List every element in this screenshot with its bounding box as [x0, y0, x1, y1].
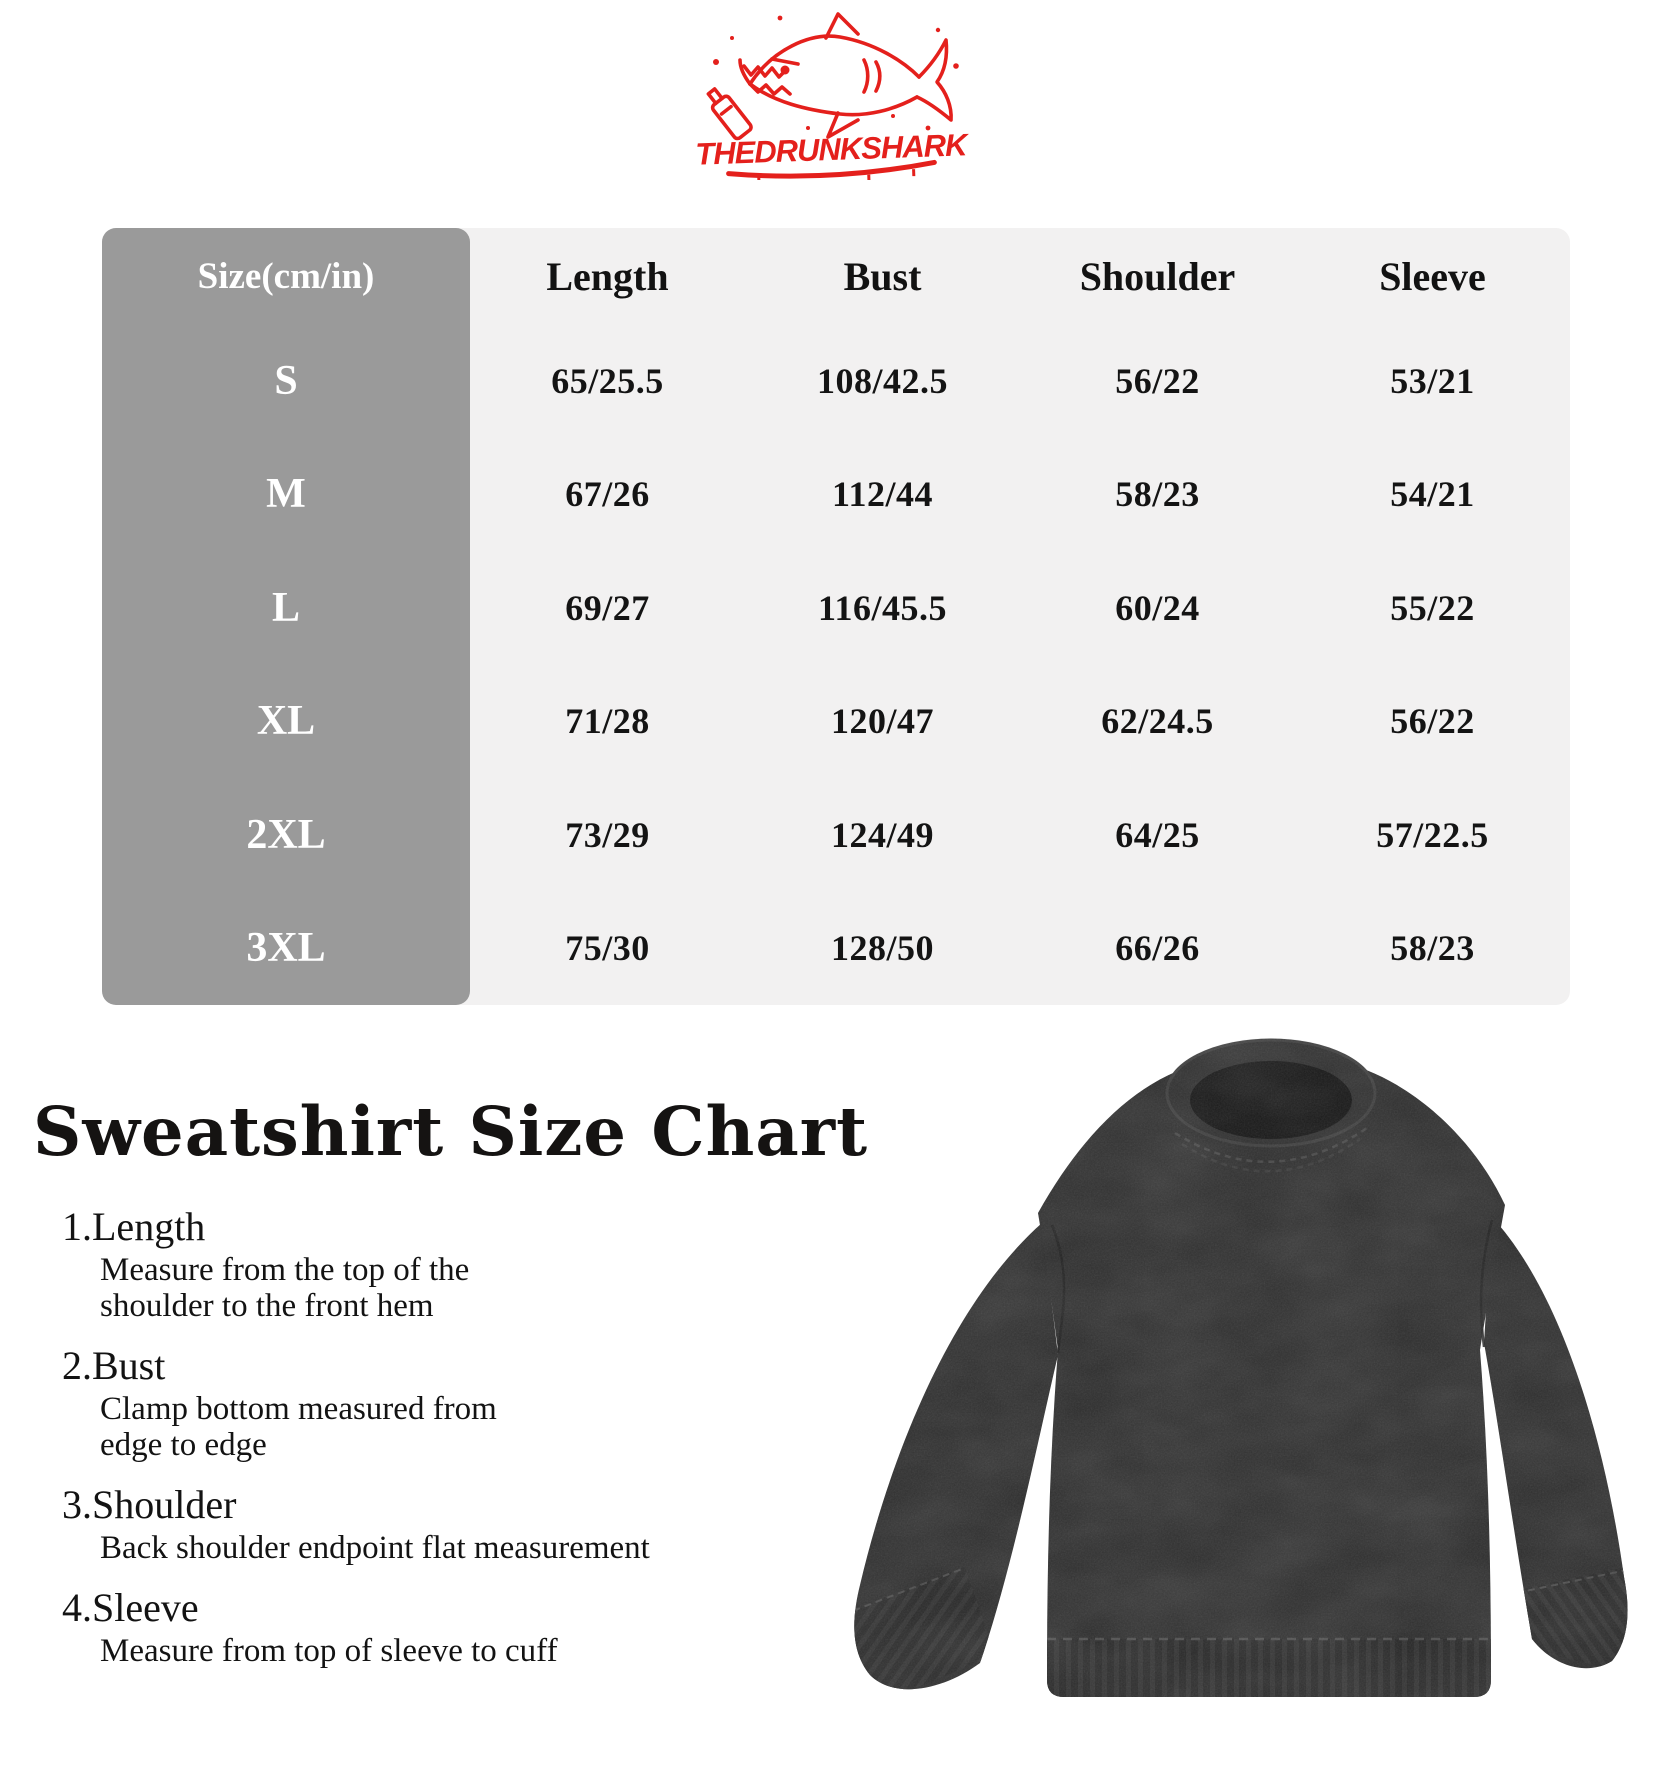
table-cell: 60/24	[1115, 587, 1200, 628]
table-cell: 112/44	[831, 474, 933, 515]
measurement-notes: 1.Length Measure from the top of the sho…	[62, 1198, 802, 1686]
column-header-sleeve: Sleeve	[1379, 253, 1486, 299]
paint-splatter	[713, 15, 959, 131]
note-desc: Measure from the top of the shoulder to …	[100, 1252, 470, 1324]
size-table: Size(cm/in) Length Bust Shoulder Sleeve …	[102, 228, 1570, 1005]
table-cell: 67/26	[565, 474, 650, 515]
table-cell: 53/21	[1390, 360, 1475, 401]
table-cell: 71/28	[565, 701, 650, 742]
table-cell: 65/25.5	[551, 360, 664, 401]
row-label: XL	[256, 698, 316, 745]
note-label-bust: 2.Bust	[62, 1343, 166, 1388]
table-cell: 128/50	[830, 928, 934, 969]
page-title: Sweatshirt Size Chart	[33, 1092, 869, 1171]
row-label: 2XL	[246, 811, 326, 858]
table-cell: 69/27	[565, 587, 650, 628]
note-desc: Measure from top of sleeve to cuff	[100, 1633, 558, 1669]
row-label: M	[266, 471, 306, 518]
table-cell: 116/45.5	[817, 587, 947, 628]
table-cell: 75/30	[565, 928, 650, 969]
note-label-shoulder: 3.Shoulder	[62, 1482, 237, 1527]
table-cell: 57/22.5	[1376, 814, 1489, 855]
column-header-size: Size(cm/in)	[197, 255, 375, 297]
wordmark-drips	[757, 169, 916, 180]
table-cell: 58/23	[1115, 474, 1200, 515]
note-label-sleeve: 4.Sleeve	[62, 1585, 199, 1630]
table-cell: 62/24.5	[1101, 701, 1214, 742]
brand-logo: THEDRUNKSHARK	[695, 12, 971, 180]
table-cell: 108/42.5	[816, 360, 948, 401]
note-desc: Back shoulder endpoint flat measurement	[100, 1530, 650, 1566]
note-desc: Clamp bottom measured from edge to edge	[100, 1391, 497, 1463]
table-cell: 64/25	[1115, 814, 1200, 855]
table-cell: 124/49	[830, 814, 934, 855]
fabric-texture	[854, 1038, 1628, 1697]
row-label: L	[271, 584, 300, 631]
table-cell: 55/22	[1390, 587, 1475, 628]
table-cell: 73/29	[565, 814, 650, 855]
table-cell: 54/21	[1390, 474, 1475, 515]
table-cell: 56/22	[1390, 701, 1475, 742]
column-header-length: Length	[546, 253, 669, 299]
sweatshirt-product-image	[854, 1038, 1628, 1697]
row-label: S	[274, 357, 298, 404]
column-header-shoulder: Shoulder	[1079, 253, 1236, 299]
shark-illustration	[706, 12, 959, 141]
row-label: 3XL	[246, 925, 326, 972]
table-cell: 120/47	[830, 701, 934, 742]
table-cell: 56/22	[1115, 360, 1200, 401]
note-label-length: 1.Length	[62, 1204, 206, 1249]
wordmark-underline	[726, 159, 937, 179]
size-column-background	[102, 228, 470, 1005]
column-header-bust: Bust	[843, 253, 922, 299]
table-cell: 66/26	[1115, 928, 1200, 969]
table-cell: 58/23	[1390, 928, 1475, 969]
